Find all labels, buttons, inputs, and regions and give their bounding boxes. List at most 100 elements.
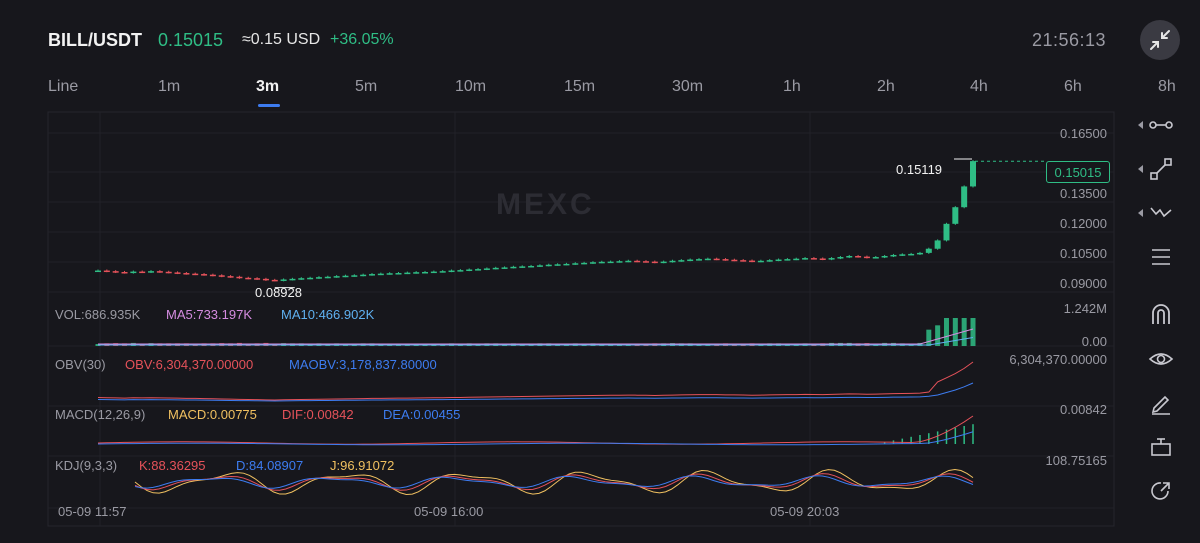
- candle-body: [413, 272, 420, 274]
- candle-body: [333, 276, 340, 278]
- tab-10m[interactable]: 10m: [455, 78, 487, 95]
- ruler-icon: [1151, 438, 1171, 456]
- exit-fullscreen-button[interactable]: [1140, 20, 1180, 60]
- candle-body: [174, 272, 181, 274]
- mexc-watermark: MEXC: [496, 188, 595, 221]
- macd-label: MACD(12,26,9): [55, 407, 146, 422]
- candle-body: [970, 161, 976, 187]
- tab-6h[interactable]: 6h: [1064, 78, 1082, 95]
- high-marker-label: 0.15119: [896, 162, 943, 177]
- tab-15m[interactable]: 15m: [564, 78, 596, 95]
- candle-body: [572, 263, 579, 265]
- candle-body: [943, 223, 950, 241]
- candle-body: [713, 258, 720, 261]
- d-value-label: D:84.08907: [236, 458, 304, 473]
- k-line: [134, 473, 974, 491]
- j-line: [134, 468, 974, 495]
- candle-body: [501, 267, 508, 269]
- list-tool[interactable]: [1146, 242, 1176, 272]
- candle-body: [828, 258, 835, 260]
- candle-body: [183, 273, 190, 275]
- pen-tool[interactable]: [1146, 388, 1176, 418]
- candle-body: [934, 240, 941, 249]
- d-line: [134, 475, 974, 489]
- candle-body: [342, 275, 349, 278]
- tab-line[interactable]: Line: [48, 78, 79, 95]
- vol-ma5-line: [98, 328, 974, 345]
- volume-bar: [926, 329, 932, 346]
- candle-body: [625, 260, 632, 263]
- candle-body: [802, 258, 809, 260]
- candle-body: [634, 260, 641, 263]
- candle-body: [916, 252, 923, 255]
- candle-body: [687, 259, 694, 262]
- kdj-axis-top: 108.75165: [1045, 453, 1107, 468]
- tab-1h[interactable]: 1h: [783, 78, 801, 95]
- ruler-tool[interactable]: [1146, 432, 1176, 462]
- horizontal-line-tool[interactable]: [1138, 110, 1176, 140]
- low-marker-label: 0.08928: [255, 285, 302, 300]
- candle-body: [846, 256, 853, 258]
- candle-body: [678, 260, 685, 262]
- macd-value-label: MACD:0.00775: [168, 407, 257, 422]
- candle-body: [536, 265, 543, 267]
- candle-body: [307, 277, 314, 280]
- dea-value-label: DEA:0.00455: [383, 407, 461, 422]
- candle-body: [360, 274, 367, 277]
- candle-body: [731, 259, 738, 262]
- candle-body: [201, 274, 208, 276]
- last-price: 0.15015: [158, 30, 224, 50]
- k-value-label: K:88.36295: [139, 458, 206, 473]
- magnet-tool[interactable]: [1146, 300, 1176, 330]
- price-axis-label: 0.12000: [1060, 216, 1107, 231]
- visibility-tool[interactable]: [1146, 344, 1176, 374]
- obv-axis-top: 6,304,370.00000: [1009, 352, 1107, 367]
- price-axis-label: 0.13500: [1060, 186, 1107, 201]
- candle-body: [757, 260, 764, 263]
- candle-body: [784, 259, 791, 261]
- candle-body: [368, 274, 375, 276]
- kdj-label: KDJ(9,3,3): [55, 458, 118, 473]
- tab-1m[interactable]: 1m: [158, 78, 181, 95]
- dif-line: [97, 415, 974, 445]
- vol-ma5-label: MA5:733.197K: [166, 307, 253, 322]
- tab-30m[interactable]: 30m: [672, 78, 704, 95]
- candle-body: [519, 266, 526, 268]
- tab-8h[interactable]: 8h: [1158, 78, 1176, 95]
- share-tool[interactable]: [1146, 476, 1176, 506]
- candle-body: [121, 271, 128, 274]
- candle-body: [227, 276, 234, 278]
- tab-5m[interactable]: 5m: [355, 78, 378, 95]
- header: BILL/USDT 0.15015 ≈0.15 USD +36.05% 21:5…: [0, 0, 1200, 80]
- candle-body: [740, 260, 747, 262]
- macd-axis-top: 0.00842: [1060, 402, 1107, 417]
- tab-4h[interactable]: 4h: [970, 78, 988, 95]
- candle-body: [554, 264, 561, 266]
- trend-line-tool[interactable]: [1138, 154, 1176, 184]
- candle-body: [563, 263, 570, 266]
- fib-tool[interactable]: [1138, 198, 1176, 228]
- pen-icon: [1151, 395, 1170, 415]
- candle-body: [262, 278, 269, 281]
- candle-body: [130, 271, 137, 274]
- candle-body: [793, 258, 800, 261]
- price-chart[interactable]: [0, 110, 1130, 543]
- candle-body: [492, 267, 499, 270]
- candle-body: [448, 270, 455, 273]
- candle-body: [271, 279, 278, 282]
- pair-title[interactable]: BILL/USDT: [48, 30, 142, 50]
- time-axis-label: 05-09 11:57: [58, 504, 127, 519]
- macd-lines: [97, 415, 974, 446]
- candle-body: [819, 258, 826, 260]
- tab-3m[interactable]: 3m: [256, 78, 280, 95]
- candle-body: [439, 271, 446, 273]
- magnet-icon: [1152, 304, 1170, 324]
- candle-body: [324, 276, 331, 279]
- candle-body: [545, 264, 552, 267]
- tab-2h[interactable]: 2h: [877, 78, 895, 95]
- obv-label: OBV(30): [55, 357, 106, 372]
- active-tab-indicator: [258, 104, 280, 107]
- price-change: +36.05%: [330, 31, 394, 48]
- share-icon: [1151, 482, 1170, 500]
- time-axis-label: 05-09 16:00: [414, 504, 484, 519]
